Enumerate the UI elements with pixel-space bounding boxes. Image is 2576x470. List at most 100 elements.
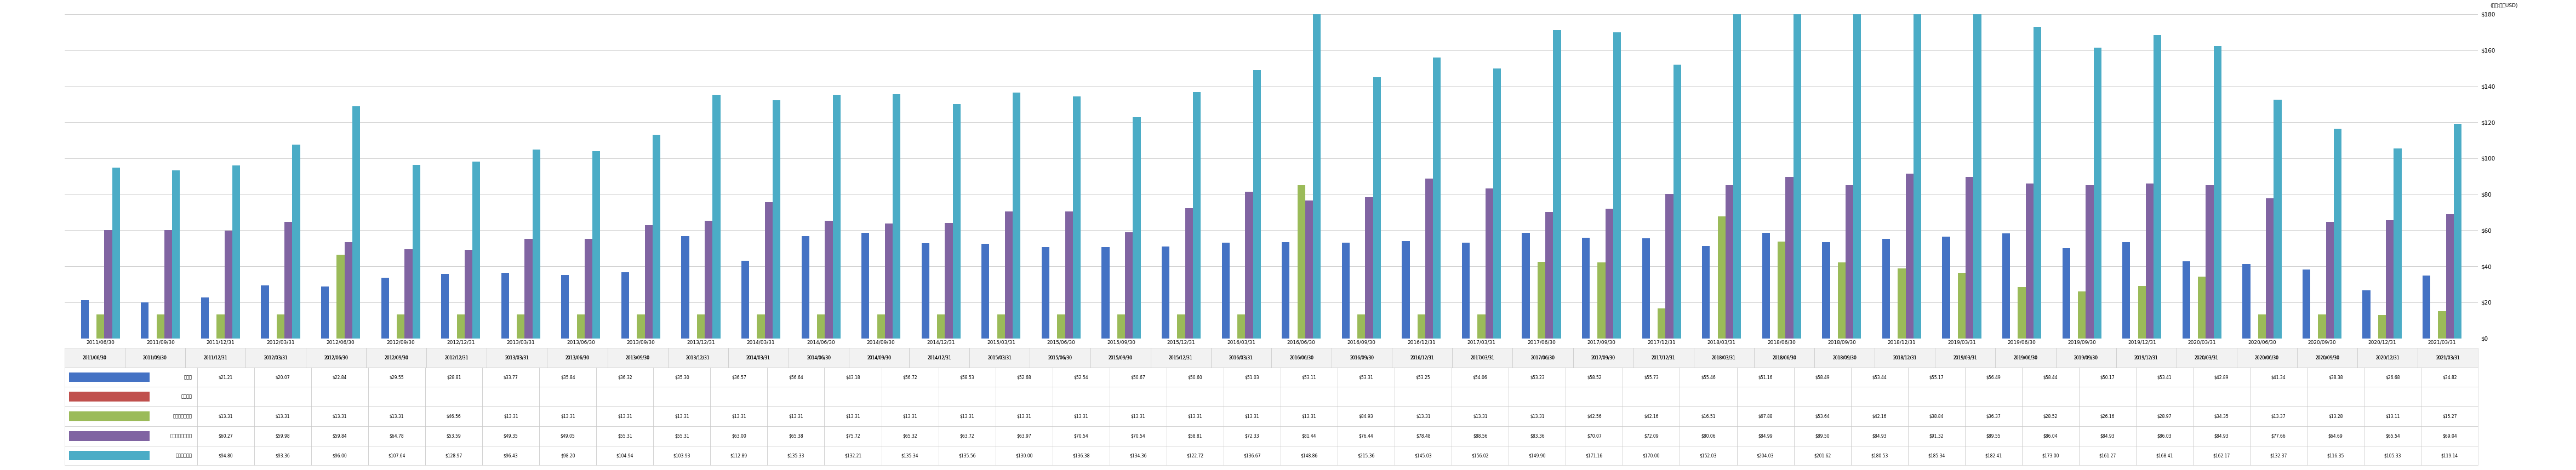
Bar — [1417, 314, 1425, 338]
Bar — [881, 387, 938, 407]
Bar — [425, 446, 482, 465]
Bar — [412, 164, 420, 338]
Text: 2011/06/30: 2011/06/30 — [82, 355, 106, 360]
Bar — [1793, 0, 1801, 338]
Bar — [654, 407, 711, 426]
Bar — [1703, 246, 1710, 338]
Text: $94.80: $94.80 — [219, 453, 232, 458]
Bar — [2177, 348, 2236, 368]
Bar — [2421, 407, 2478, 426]
Bar — [64, 426, 198, 446]
Bar — [1337, 368, 1394, 387]
Bar — [1280, 387, 1337, 407]
Bar — [1762, 233, 1770, 338]
Bar — [2192, 387, 2249, 407]
Bar — [425, 426, 482, 446]
Text: $50.60: $50.60 — [1188, 375, 1203, 380]
Bar — [1680, 387, 1736, 407]
Text: $63.00: $63.00 — [732, 433, 747, 439]
Text: $135.33: $135.33 — [788, 453, 804, 458]
Bar — [1965, 177, 1973, 338]
Text: $58.52: $58.52 — [1587, 375, 1602, 380]
Bar — [1224, 387, 1280, 407]
Text: $67.88: $67.88 — [1757, 414, 1772, 419]
Bar — [953, 104, 961, 338]
Bar — [70, 372, 149, 382]
Text: $51.16: $51.16 — [1757, 375, 1772, 380]
Bar — [2146, 183, 2154, 338]
Bar — [1734, 0, 1741, 338]
Bar — [124, 348, 185, 368]
Text: 2013/03/31: 2013/03/31 — [505, 355, 528, 360]
Bar — [482, 387, 538, 407]
Text: $13.31: $13.31 — [562, 414, 574, 419]
Bar — [592, 151, 600, 338]
Bar — [1793, 368, 1850, 387]
Text: $136.67: $136.67 — [1244, 453, 1260, 458]
Text: 2013/06/30: 2013/06/30 — [564, 355, 590, 360]
Text: 2016/09/30: 2016/09/30 — [1350, 355, 1373, 360]
Bar — [2205, 185, 2213, 338]
Text: $72.09: $72.09 — [1643, 433, 1659, 439]
Text: $81.44: $81.44 — [1301, 433, 1316, 439]
Bar — [1486, 188, 1494, 338]
Text: $83.36: $83.36 — [1530, 433, 1546, 439]
Bar — [1185, 208, 1193, 338]
Bar — [1453, 426, 1510, 446]
Bar — [538, 368, 595, 387]
Text: 2015/12/31: 2015/12/31 — [1170, 355, 1193, 360]
Text: $130.00: $130.00 — [1015, 453, 1033, 458]
Bar — [255, 446, 312, 465]
Bar — [1041, 247, 1048, 338]
Bar — [742, 260, 750, 338]
Text: $56.72: $56.72 — [902, 375, 917, 380]
Bar — [1193, 92, 1200, 338]
Text: 2019/06/30: 2019/06/30 — [2014, 355, 2038, 360]
Bar — [64, 348, 124, 368]
Bar — [70, 411, 149, 421]
Bar — [1674, 64, 1682, 338]
Bar — [312, 368, 368, 387]
Bar — [1072, 96, 1079, 338]
Text: $162.17: $162.17 — [2213, 453, 2231, 458]
Bar — [1510, 446, 1566, 465]
Bar — [482, 426, 538, 446]
Text: $16.51: $16.51 — [1700, 414, 1716, 419]
Bar — [366, 348, 428, 368]
Text: 2015/09/30: 2015/09/30 — [1108, 355, 1133, 360]
Text: 2014/06/30: 2014/06/30 — [806, 355, 829, 360]
Text: 2021/03/31: 2021/03/31 — [2437, 355, 2460, 360]
Text: $13.31: $13.31 — [1530, 414, 1546, 419]
Text: $13.31: $13.31 — [1417, 414, 1430, 419]
Bar — [2079, 291, 2087, 338]
Bar — [1566, 446, 1623, 465]
Bar — [680, 236, 690, 338]
Bar — [2123, 242, 2130, 338]
Text: $112.89: $112.89 — [732, 453, 747, 458]
Text: 短期有利子負債: 短期有利子負債 — [173, 414, 193, 419]
Bar — [2365, 368, 2421, 387]
Bar — [2421, 426, 2478, 446]
Text: 2018/03/31: 2018/03/31 — [1713, 355, 1736, 360]
Text: $103.93: $103.93 — [672, 453, 690, 458]
Text: $152.03: $152.03 — [1700, 453, 1716, 458]
Bar — [232, 165, 240, 338]
Bar — [2192, 368, 2249, 387]
Bar — [1793, 426, 1850, 446]
Bar — [80, 300, 88, 338]
Text: $38.84: $38.84 — [1929, 414, 1945, 419]
Text: 2017/03/31: 2017/03/31 — [1471, 355, 1494, 360]
Text: $69.04: $69.04 — [2442, 433, 2458, 439]
Bar — [1633, 348, 1692, 368]
Bar — [2249, 426, 2308, 446]
Bar — [2182, 261, 2190, 338]
Bar — [1850, 368, 1909, 387]
Text: $78.48: $78.48 — [1417, 433, 1430, 439]
Bar — [2138, 286, 2146, 338]
Text: $13.31: $13.31 — [332, 414, 348, 419]
Bar — [1401, 241, 1409, 338]
Bar — [876, 314, 886, 338]
Bar — [283, 222, 291, 338]
Bar — [1935, 348, 1996, 368]
Bar — [255, 368, 312, 387]
